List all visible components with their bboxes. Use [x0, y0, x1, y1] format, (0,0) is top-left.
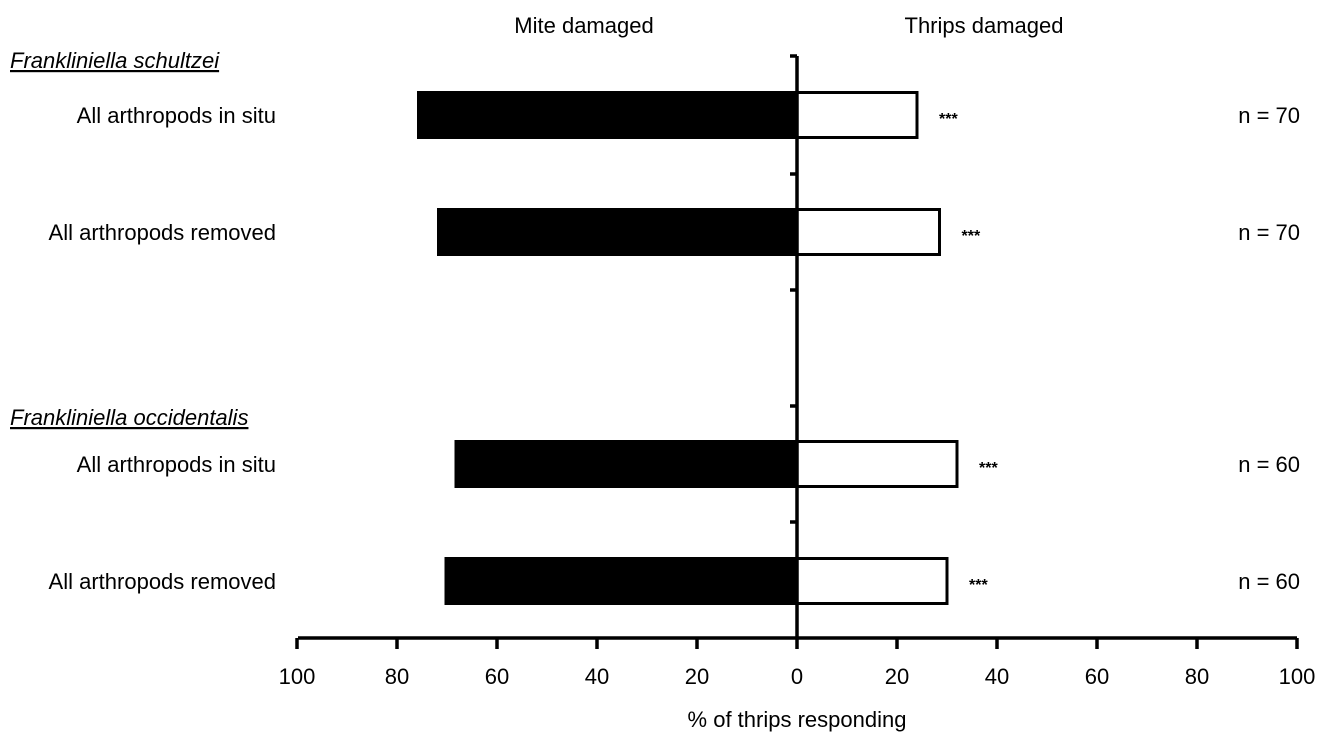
- significance-label: ***: [962, 228, 981, 245]
- x-tick-label: 40: [585, 664, 609, 689]
- x-tick-label: 20: [885, 664, 909, 689]
- x-tick-label: 100: [279, 664, 316, 689]
- n-label: n = 70: [1238, 103, 1300, 128]
- x-tick-label: 80: [1185, 664, 1209, 689]
- significance-label: ***: [969, 577, 988, 594]
- x-tick-label: 60: [1085, 664, 1109, 689]
- x-tick-label: 0: [791, 664, 803, 689]
- n-label: n = 70: [1238, 220, 1300, 245]
- n-label: n = 60: [1238, 569, 1300, 594]
- x-axis-label: % of thrips responding: [688, 707, 907, 732]
- x-tick-label: 20: [685, 664, 709, 689]
- row-label: All arthropods removed: [49, 569, 276, 594]
- bar-mite-damaged: [417, 91, 797, 139]
- header-mite-damaged: Mite damaged: [514, 13, 653, 38]
- bar-thrips-damaged: [795, 91, 919, 139]
- header-thrips-damaged: Thrips damaged: [905, 13, 1064, 38]
- group-label: Frankliniella occidentalis: [10, 405, 248, 430]
- x-tick-label: 60: [485, 664, 509, 689]
- bar-thrips-damaged: [795, 208, 941, 256]
- bar-thrips-damaged: [795, 557, 949, 605]
- bar-mite-damaged: [437, 208, 797, 256]
- x-tick-label: 100: [1279, 664, 1316, 689]
- significance-label: ***: [979, 460, 998, 477]
- row-label: All arthropods in situ: [77, 103, 276, 128]
- x-tick-label: 80: [385, 664, 409, 689]
- group-label: Frankliniella schultzei: [10, 48, 220, 73]
- x-tick-label: 40: [985, 664, 1009, 689]
- axes: 100 80 60 40 20 0 20 40 60 80 100: [279, 54, 1316, 689]
- bar-thrips-damaged: [795, 440, 959, 488]
- significance-label: ***: [939, 111, 958, 128]
- row-label: All arthropods in situ: [77, 452, 276, 477]
- n-label: n = 60: [1238, 452, 1300, 477]
- bar-mite-damaged: [454, 440, 797, 488]
- row-label: All arthropods removed: [49, 220, 276, 245]
- rows: Frankliniella schultzei All arthropods in…: [10, 48, 1300, 605]
- bar-mite-damaged: [444, 557, 797, 605]
